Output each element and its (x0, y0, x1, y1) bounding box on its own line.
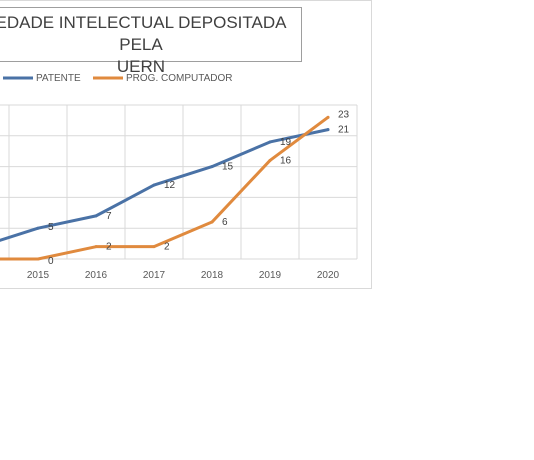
data-point (36, 226, 40, 230)
data-label: 15 (222, 162, 234, 173)
data-point (210, 165, 214, 169)
data-label: 16 (280, 155, 292, 166)
x-axis: 2014201520162017201820192020 (27, 270, 340, 281)
data-label: 2 (106, 242, 112, 253)
data-label: 5 (48, 222, 54, 233)
data-point (94, 245, 98, 249)
chart-title: EDADE INTELECTUAL DEPOSITADA PELA UERN (0, 7, 302, 76)
data-label: 6 (222, 217, 228, 228)
data-point (94, 214, 98, 218)
data-point (210, 220, 214, 224)
data-label: 0 (48, 256, 54, 267)
x-tick-label: 2015 (27, 270, 50, 281)
x-tick-label: 2016 (85, 270, 108, 281)
data-label: 7 (106, 211, 112, 222)
data-label: 19 (280, 137, 292, 148)
x-tick-label: 2017 (143, 270, 166, 281)
data-point (152, 245, 156, 249)
data-point (326, 128, 330, 132)
data-point (326, 115, 330, 119)
x-tick-label: 2020 (317, 270, 340, 281)
chart-title-line-2: UERN (116, 57, 166, 76)
legend-label-prog-computador: PROG. COMPUTADOR (126, 73, 232, 84)
data-point (152, 183, 156, 187)
data-label: 12 (164, 180, 176, 191)
data-label: 21 (338, 125, 350, 136)
x-tick-label: 2018 (201, 270, 224, 281)
legend-label-patente: PATENTE (36, 73, 81, 84)
data-label: 2 (164, 242, 170, 253)
chart-title-line-1: EDADE INTELECTUAL DEPOSITADA PELA (0, 13, 287, 54)
data-label: 23 (338, 109, 350, 120)
series-lines (0, 115, 330, 261)
x-tick-label: 2019 (259, 270, 282, 281)
data-point (268, 158, 272, 162)
data-point (268, 140, 272, 144)
data-labels: 5 7 12 15 19 21 0 2 2 6 16 23 (48, 109, 350, 267)
legend: PATENTE PROG. COMPUTADOR (3, 73, 232, 84)
data-point (36, 257, 40, 261)
